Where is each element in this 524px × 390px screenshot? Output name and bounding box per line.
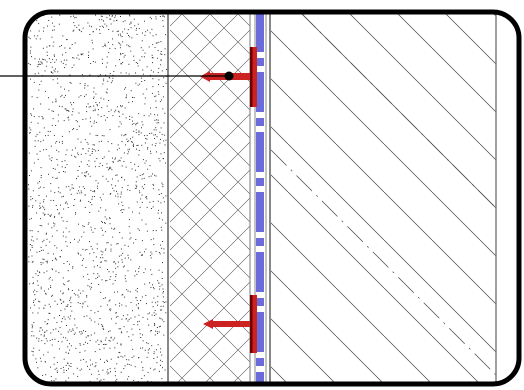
stucco-layer	[25, 12, 170, 384]
fastener-bottom	[203, 295, 257, 353]
section-body	[25, 12, 497, 384]
leader-dot	[224, 71, 234, 81]
insulation-layer	[170, 12, 250, 384]
structural-wall-layer	[271, 12, 496, 384]
wall-dash-dot-lines	[270, 12, 497, 376]
section-frame	[22, 9, 522, 387]
stucco-dots	[28, 14, 167, 383]
leader-line	[0, 71, 234, 81]
